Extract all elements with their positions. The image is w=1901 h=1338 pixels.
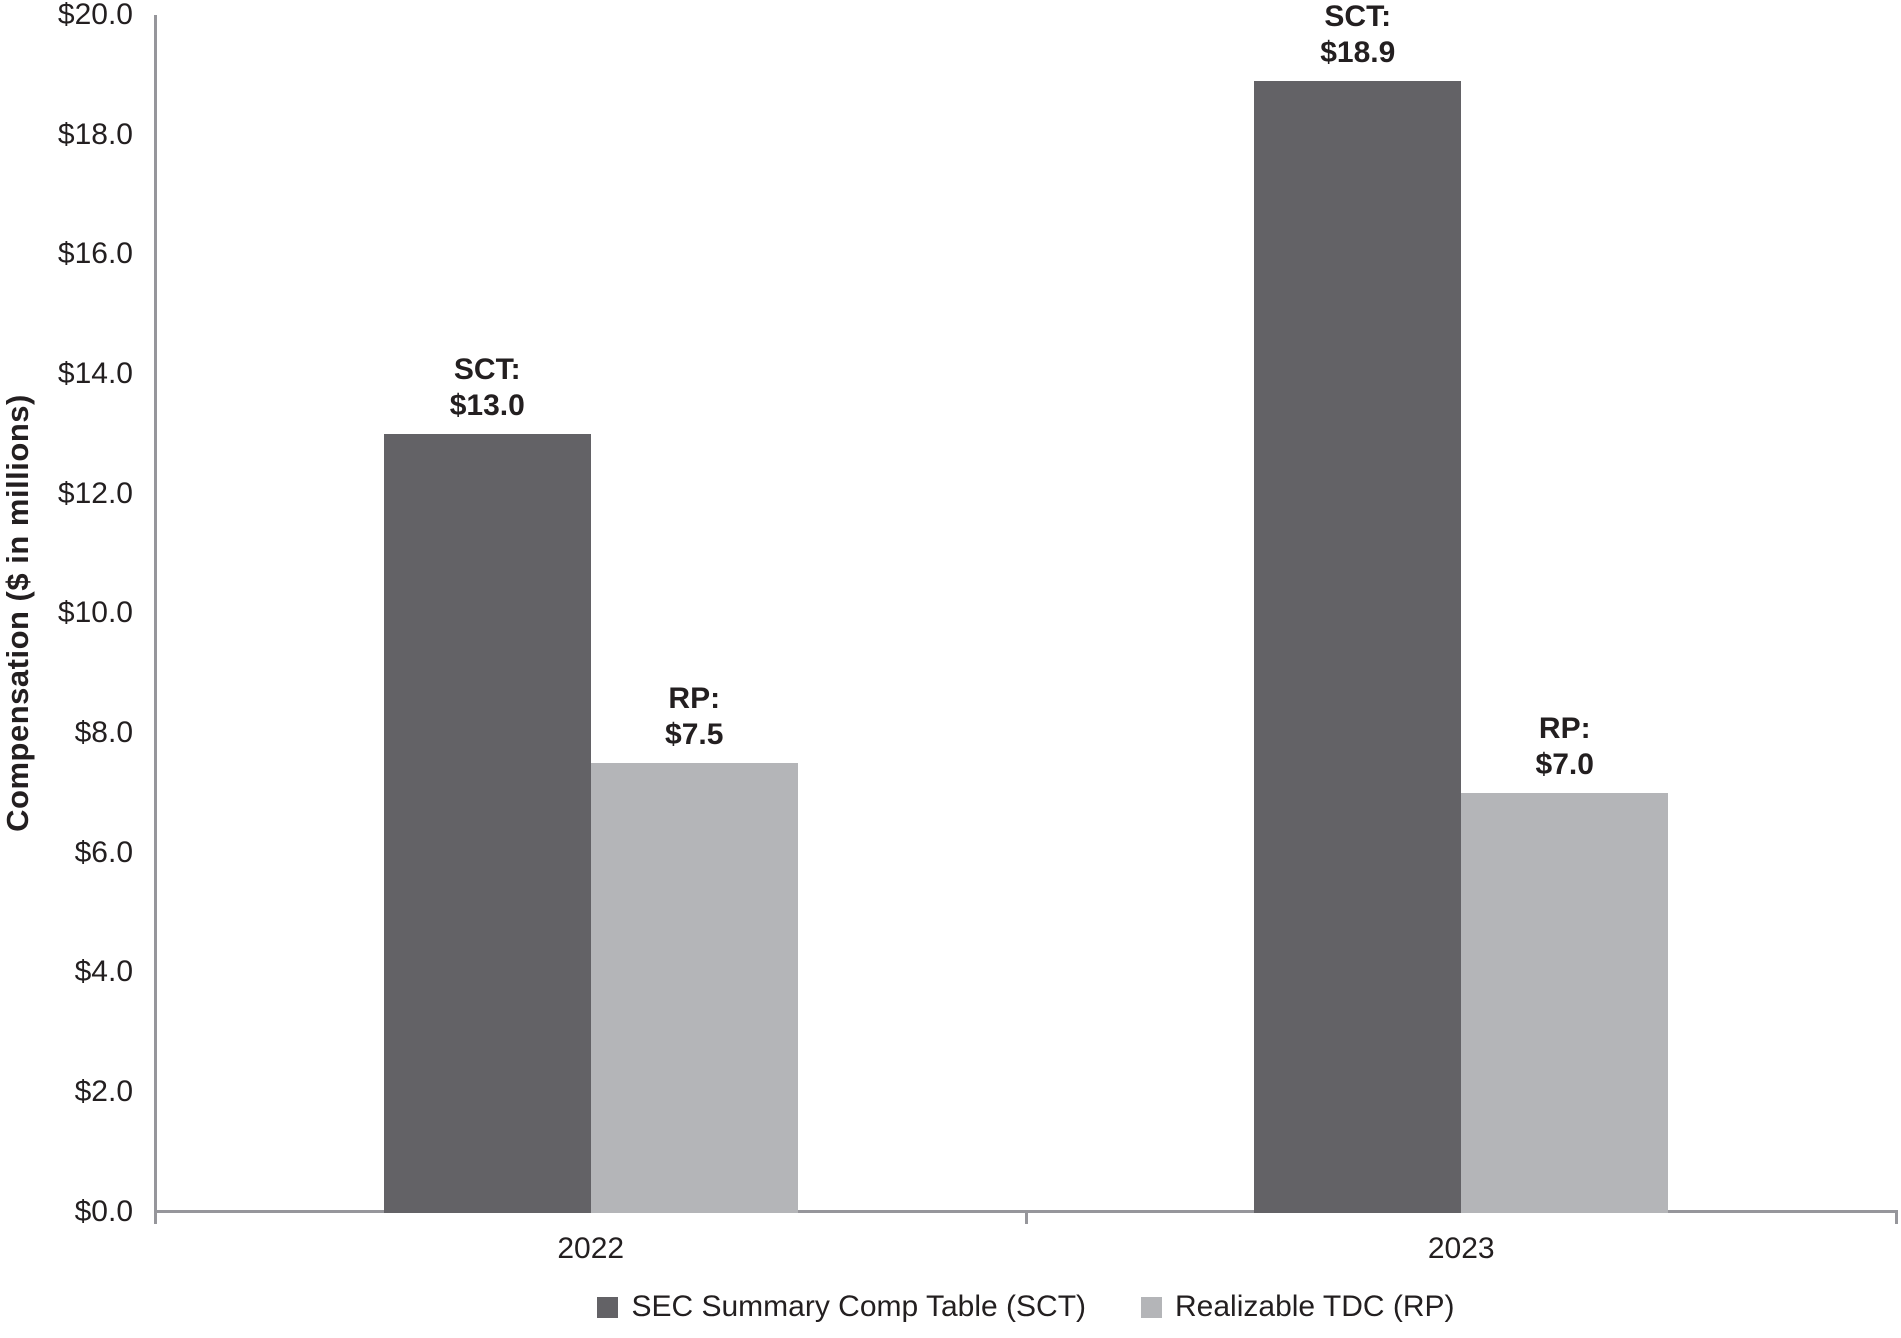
y-tick-label: $18.0 (57, 117, 133, 151)
bar-value-label-2023-rp: RP: $7.0 (1535, 711, 1594, 781)
bar-value-label-2022-rp: RP: $7.5 (665, 681, 724, 751)
y-tick-label: $2.0 (74, 1074, 133, 1108)
y-tick-label: $10.0 (57, 596, 133, 630)
y-tick-label: $16.0 (57, 237, 133, 271)
y-tick-label: $6.0 (74, 835, 133, 869)
bar-value-label-2023-sct: SCT: $18.9 (1320, 0, 1396, 69)
x-axis-tick (1895, 1210, 1898, 1224)
y-tick-label: $4.0 (74, 955, 133, 989)
bar-value-label-2022-sct: SCT: $13.0 (449, 352, 525, 422)
x-axis-tick (1024, 1210, 1028, 1224)
legend-swatch-rp (1141, 1296, 1163, 1318)
x-category-label-2023: 2023 (1427, 1232, 1495, 1265)
y-axis-line (154, 15, 157, 1224)
y-tick-label: $14.0 (57, 356, 133, 390)
y-tick-label: $8.0 (74, 715, 133, 749)
bar-2022-rp (590, 762, 798, 1213)
y-tick-label: $0.0 (74, 1194, 133, 1228)
bar-2022-sct (383, 433, 591, 1213)
legend-label-rp: Realizable TDC (RP) (1175, 1290, 1455, 1323)
legend-swatch-sct (597, 1296, 619, 1318)
y-tick-label: $20.0 (57, 0, 133, 31)
bar-2023-sct (1254, 80, 1462, 1213)
bar-2023-rp (1461, 792, 1669, 1213)
x-category-label-2022: 2022 (557, 1232, 625, 1265)
legend-item-sct: SEC Summary Comp Table (SCT) (597, 1290, 1086, 1324)
legend: SEC Summary Comp Table (SCT) Realizable T… (154, 1290, 1898, 1324)
y-tick-label: $12.0 (57, 476, 133, 510)
legend-item-rp: Realizable TDC (RP) (1141, 1290, 1455, 1324)
legend-label-sct: SEC Summary Comp Table (SCT) (631, 1290, 1087, 1323)
